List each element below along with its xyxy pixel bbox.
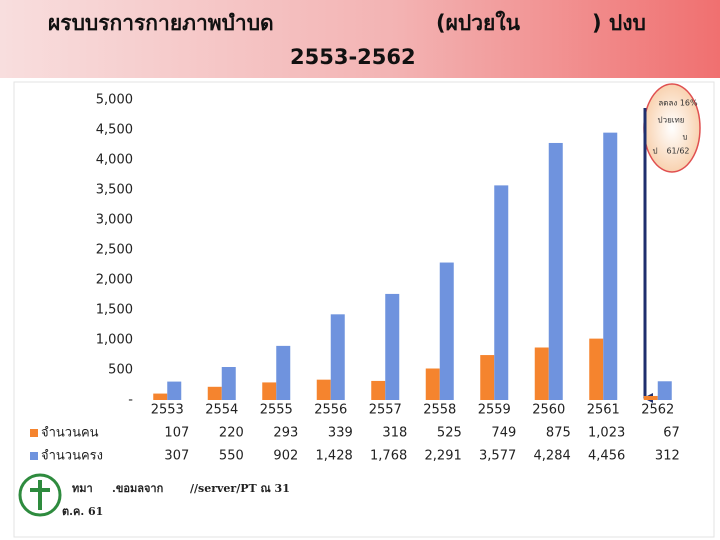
bar xyxy=(262,382,277,400)
bar xyxy=(153,393,168,400)
bar xyxy=(643,395,658,400)
bar xyxy=(603,132,618,400)
bar xyxy=(221,367,236,400)
table-cell: 1,023 xyxy=(588,426,625,441)
category-label: 2560 xyxy=(532,403,565,418)
table-cell: 525 xyxy=(437,426,462,441)
annotation: บ xyxy=(682,133,687,142)
table-cell: 550 xyxy=(219,449,244,464)
annotation-bubble xyxy=(643,83,701,173)
annotation: ป xyxy=(652,147,657,156)
y-tick-label: 1,500 xyxy=(96,303,133,318)
category-label: 2553 xyxy=(151,403,184,418)
title-part: ผรบบรการกายภาพบำบด xyxy=(48,11,274,35)
bar xyxy=(385,293,400,400)
y-tick-label: 4,000 xyxy=(96,153,133,168)
legend-label: จำนวนคน xyxy=(41,426,99,441)
category-label: 2556 xyxy=(314,403,347,418)
title-part: 2553-2562 xyxy=(290,45,416,69)
y-tick-label: 5,000 xyxy=(96,93,133,108)
y-tick-label: 500 xyxy=(108,363,133,378)
bar xyxy=(439,262,454,400)
logo-cross xyxy=(30,480,50,510)
table-cell: 312 xyxy=(655,449,680,464)
table-cell: 3,577 xyxy=(479,449,516,464)
footer-text: ต.ค. 61 xyxy=(62,505,103,518)
table-cell: 293 xyxy=(273,426,298,441)
table-cell: 4,284 xyxy=(534,449,571,464)
annotation: ลดลง 16% xyxy=(658,99,698,108)
table-cell: 307 xyxy=(164,449,189,464)
table-cell: 749 xyxy=(491,426,516,441)
bar xyxy=(657,381,672,400)
plot-frame xyxy=(13,81,715,538)
footer-text: //server/PT ณ 31 xyxy=(190,482,290,495)
category-label: 2557 xyxy=(369,403,402,418)
bar xyxy=(548,142,563,400)
category-label: 2558 xyxy=(423,403,456,418)
table-cell: 1,428 xyxy=(316,449,353,464)
bar xyxy=(207,386,222,400)
y-tick-label: 3,500 xyxy=(96,183,133,198)
legend-label: จำนวนครง xyxy=(41,449,103,464)
title-part: ) ปงบ xyxy=(592,11,646,35)
annotation: ปวยเทย xyxy=(658,116,685,125)
footer-text: .ขอมลจาก xyxy=(112,482,164,495)
footer-text: ทมา xyxy=(72,482,93,495)
table-cell: 220 xyxy=(219,426,244,441)
annotation: 61/62 xyxy=(666,147,689,156)
table-cell: 875 xyxy=(546,426,571,441)
category-label: 2561 xyxy=(587,403,620,418)
table-cell: 902 xyxy=(273,449,298,464)
table-cell: 107 xyxy=(164,426,189,441)
bar xyxy=(167,381,182,400)
y-tick-label: 3,000 xyxy=(96,213,133,228)
category-label: 2559 xyxy=(478,403,511,418)
category-label: 2554 xyxy=(205,403,238,418)
bar xyxy=(494,185,509,400)
legend-swatch xyxy=(30,452,38,460)
title-band xyxy=(0,0,720,78)
bar xyxy=(480,355,495,400)
y-tick-label: 4,500 xyxy=(96,123,133,138)
table-cell: 67 xyxy=(663,426,680,441)
legend-swatch xyxy=(30,429,38,437)
bar xyxy=(371,380,386,400)
y-tick-label: 2,000 xyxy=(96,273,133,288)
table-cell: 339 xyxy=(328,426,353,441)
category-label: 2562 xyxy=(641,403,674,418)
bar xyxy=(316,379,331,400)
bar xyxy=(589,338,604,400)
y-tick-label: 2,500 xyxy=(96,243,133,258)
table-cell: 4,456 xyxy=(588,449,625,464)
bar xyxy=(276,345,291,400)
table-cell: 2,291 xyxy=(425,449,462,464)
y-tick-label: - xyxy=(128,393,133,408)
bar xyxy=(425,368,440,400)
bar xyxy=(330,314,345,400)
bar xyxy=(534,347,549,400)
y-tick-label: 1,000 xyxy=(96,333,133,348)
table-cell: 318 xyxy=(382,426,407,441)
category-label: 2555 xyxy=(260,403,293,418)
table-cell: 1,768 xyxy=(370,449,407,464)
title-part: (ผปวยใน xyxy=(436,10,521,35)
